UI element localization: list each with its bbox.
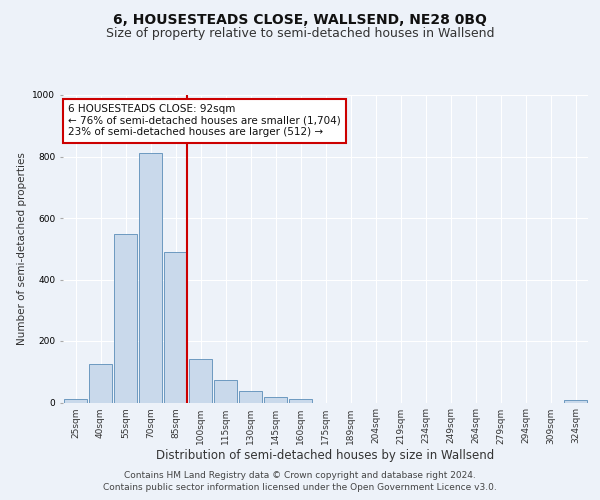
Bar <box>239 391 262 402</box>
Bar <box>189 360 212 403</box>
Bar <box>264 397 287 402</box>
Bar <box>64 399 87 402</box>
Bar <box>289 399 312 402</box>
Text: Size of property relative to semi-detached houses in Wallsend: Size of property relative to semi-detach… <box>106 28 494 40</box>
Y-axis label: Number of semi-detached properties: Number of semi-detached properties <box>17 152 27 345</box>
Bar <box>164 252 187 402</box>
Text: 6, HOUSESTEADS CLOSE, WALLSEND, NE28 0BQ: 6, HOUSESTEADS CLOSE, WALLSEND, NE28 0BQ <box>113 12 487 26</box>
X-axis label: Distribution of semi-detached houses by size in Wallsend: Distribution of semi-detached houses by … <box>157 450 494 462</box>
Bar <box>564 400 587 402</box>
Text: Contains HM Land Registry data © Crown copyright and database right 2024.
Contai: Contains HM Land Registry data © Crown c… <box>103 471 497 492</box>
Bar <box>114 234 137 402</box>
Text: 6 HOUSESTEADS CLOSE: 92sqm
← 76% of semi-detached houses are smaller (1,704)
23%: 6 HOUSESTEADS CLOSE: 92sqm ← 76% of semi… <box>68 104 341 138</box>
Bar <box>214 380 237 402</box>
Bar <box>89 364 112 403</box>
Bar <box>139 153 162 402</box>
